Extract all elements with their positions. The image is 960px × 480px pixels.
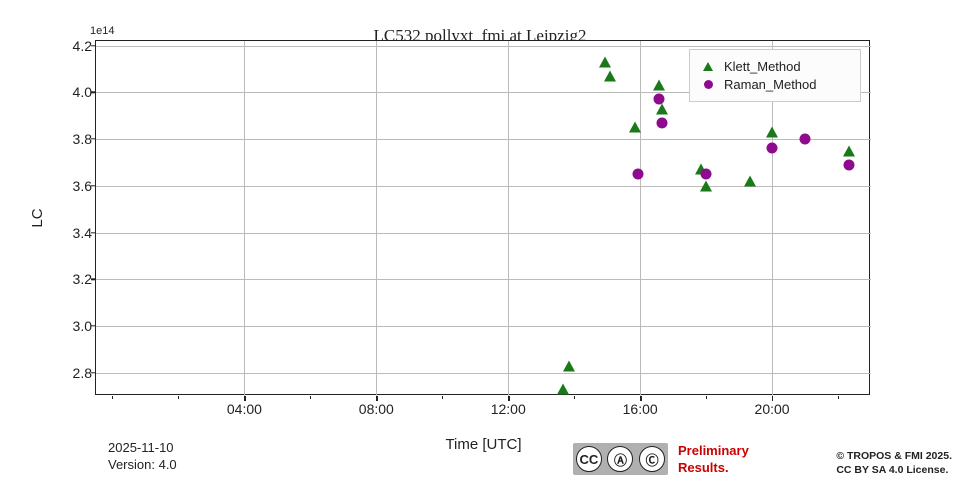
raman_method-data-point[interactable] [843, 159, 854, 170]
y-tick-mark [91, 185, 96, 186]
y-tick-label: 4.0 [60, 84, 92, 100]
x-tick-mark-minor [574, 396, 575, 399]
y-exponent-label: 1e14 [90, 25, 114, 37]
legend-box: Klett_Method Raman_Method [689, 49, 861, 102]
x-tick-label: 04:00 [227, 401, 262, 417]
vertical-gridline [244, 41, 245, 396]
x-tick-mark-minor [706, 396, 707, 399]
x-tick-label: 12:00 [491, 401, 526, 417]
legend-item-raman: Raman_Method [700, 77, 850, 92]
y-tick-mark [91, 92, 96, 93]
plot-area: 1e14 2.8 3.0 3.2 3.4 3.6 3.8 4.0 4.2 04:00 08:00… [95, 40, 870, 395]
x-tick-mark-minor [310, 396, 311, 399]
y-axis-label: LC [29, 208, 46, 227]
y-tick-mark [91, 138, 96, 139]
footer-date: 2025-11-10 [108, 440, 177, 457]
x-tick-label: 16:00 [623, 401, 658, 417]
x-tick-mark [508, 396, 509, 401]
klett_method-data-point[interactable] [557, 383, 569, 394]
klett_method-data-point[interactable] [653, 80, 665, 91]
raman_method-data-point[interactable] [657, 117, 668, 128]
x-tick-mark [376, 396, 377, 401]
cc-sa-icon: Ⓒ [639, 446, 665, 472]
klett-legend-icon [703, 62, 713, 71]
y-tick-mark [91, 45, 96, 46]
horizontal-gridline [96, 326, 871, 327]
klett_method-data-point[interactable] [599, 57, 611, 68]
footer-copyright: © TROPOS & FMI 2025. CC BY SA 4.0 Licens… [836, 450, 952, 477]
legend-item-klett: Klett_Method [700, 59, 850, 74]
x-tick-label: 08:00 [359, 401, 394, 417]
y-tick-mark [91, 232, 96, 233]
cc-icon: CC [576, 446, 602, 472]
footer-date-version: 2025-11-10 Version: 4.0 [108, 440, 177, 474]
y-tick-label: 3.8 [60, 131, 92, 147]
x-tick-mark-minor [178, 396, 179, 399]
raman_method-data-point[interactable] [800, 134, 811, 145]
y-tick-label: 3.4 [60, 225, 92, 241]
raman_method-data-point[interactable] [767, 143, 778, 154]
y-tick-label: 2.8 [60, 365, 92, 381]
x-tick-label: 20:00 [755, 401, 790, 417]
x-tick-mark-minor [442, 396, 443, 399]
x-tick-mark-minor [112, 396, 113, 399]
klett_method-data-point[interactable] [843, 145, 855, 156]
horizontal-gridline [96, 373, 871, 374]
raman_method-data-point[interactable] [654, 94, 665, 105]
horizontal-gridline [96, 233, 871, 234]
raman-legend-icon [704, 80, 713, 89]
klett_method-data-point[interactable] [604, 71, 616, 82]
klett_method-data-point[interactable] [744, 176, 756, 187]
x-tick-mark [640, 396, 641, 401]
x-tick-mark [244, 396, 245, 401]
horizontal-gridline [96, 279, 871, 280]
y-tick-label: 3.2 [60, 271, 92, 287]
vertical-gridline [376, 41, 377, 396]
y-tick-label: 3.0 [60, 318, 92, 334]
y-tick-mark [91, 325, 96, 326]
vertical-gridline [508, 41, 509, 396]
y-tick-mark [91, 279, 96, 280]
horizontal-gridline [96, 139, 871, 140]
y-tick-label: 4.2 [60, 38, 92, 54]
preliminary-results-label: Preliminary Results. [678, 443, 749, 477]
x-axis-label: Time [UTC] [96, 436, 871, 453]
footer-version: Version: 4.0 [108, 457, 177, 474]
legend-label-klett: Klett_Method [724, 59, 801, 74]
y-tick-mark [91, 372, 96, 373]
klett_method-data-point[interactable] [766, 127, 778, 138]
x-tick-mark [772, 396, 773, 401]
horizontal-gridline [96, 46, 871, 47]
klett_method-data-point[interactable] [700, 180, 712, 191]
klett_method-data-point[interactable] [629, 122, 641, 133]
raman_method-data-point[interactable] [632, 169, 643, 180]
cc-by-icon: Ⓐ [607, 446, 633, 472]
raman_method-data-point[interactable] [701, 169, 712, 180]
klett_method-data-point[interactable] [563, 360, 575, 371]
vertical-gridline [640, 41, 641, 396]
y-tick-label: 3.6 [60, 178, 92, 194]
cc-license-badge[interactable]: CC Ⓐ Ⓒ [573, 443, 668, 475]
legend-label-raman: Raman_Method [724, 77, 817, 92]
x-tick-mark-minor [838, 396, 839, 399]
chart-container: LC532 pollyxt_fmi at Leipzig2 1e14 2.8 3.… [0, 0, 960, 480]
